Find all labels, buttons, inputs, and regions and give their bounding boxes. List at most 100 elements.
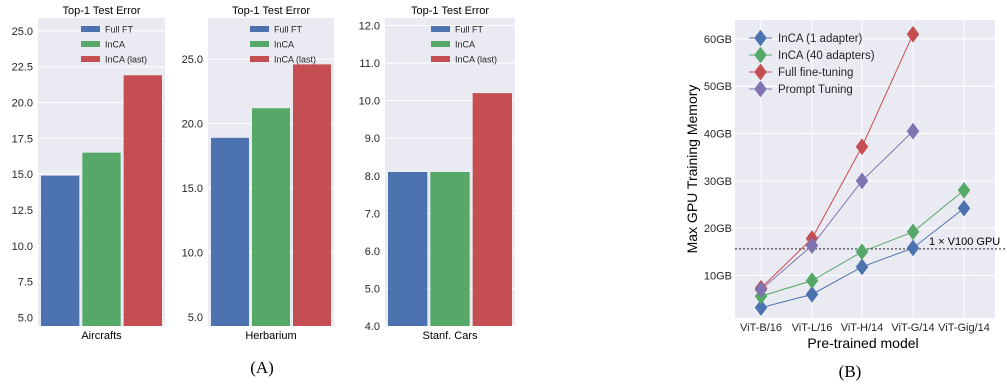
legend-label: Full FT — [274, 25, 303, 35]
data-point — [754, 299, 768, 317]
x-tick-label: ViT-B/16 — [740, 322, 782, 334]
category-label: Herbarium — [245, 330, 296, 342]
legend-swatch — [250, 26, 269, 32]
caption-a: (A) — [250, 358, 274, 377]
y-tick-label: 30GB — [704, 176, 732, 188]
legend-label: InCA (last) — [274, 55, 316, 65]
series-inca-1-adapter — [754, 199, 971, 317]
legend-marker — [754, 80, 767, 98]
bar-inca — [252, 108, 290, 327]
data-point — [855, 258, 869, 276]
data-point — [957, 199, 971, 217]
legend-swatch — [250, 56, 269, 62]
y-tick-label: 15.0 — [182, 183, 203, 195]
series-line — [760, 130, 914, 290]
legend-swatch — [81, 26, 100, 32]
y-tick-label: 4.0 — [365, 321, 380, 333]
series-prompt-tuning — [754, 122, 920, 299]
y-tick-label: 20.0 — [12, 98, 33, 110]
legend-label: Full fine-tuning — [778, 67, 853, 79]
y-tick-label: 12.0 — [359, 21, 380, 33]
legend-swatch — [431, 26, 450, 32]
data-point — [855, 243, 869, 261]
y-tick-label: 5.0 — [365, 283, 380, 295]
y-tick-label: 20GB — [704, 223, 732, 235]
x-tick-label: ViT-Gig/14 — [938, 322, 990, 334]
panel-title: Top-1 Test Error — [232, 5, 310, 17]
y-tick-label: 10.0 — [359, 96, 380, 108]
y-tick-label: 9.0 — [365, 133, 380, 145]
legend-label: Full FT — [105, 25, 134, 35]
y-tick-label: 40GB — [704, 129, 732, 141]
bar-charts: 5.0 7.5 10.0 12.5 15.0 17.5 20.0 22.5 25.0 Top-1 … — [12, 5, 515, 342]
data-point — [754, 281, 768, 299]
data-point — [855, 138, 869, 156]
legend-label: InCA — [105, 40, 125, 50]
x-tick-label: ViT-G/14 — [891, 322, 934, 334]
series-line — [760, 33, 914, 289]
y-tick-label: 15.0 — [12, 169, 33, 181]
legend-label: InCA — [274, 40, 294, 50]
x-tick-label: ViT-L/16 — [792, 322, 833, 334]
x-tick-label: ViT-H/14 — [841, 322, 884, 334]
bar-panel-1: 5.0 7.5 10.0 12.5 15.0 17.5 20.0 22.5 25.0 Top-1 … — [12, 5, 165, 342]
y-tick-label: 20.0 — [182, 119, 203, 131]
gpu-limit-label: 1 × V100 GPU — [929, 236, 1000, 248]
data-point — [805, 237, 819, 255]
category-label: Aircrafts — [81, 330, 122, 342]
y-tick-label: 7.0 — [365, 208, 380, 220]
y-tick-label: 17.5 — [12, 133, 33, 145]
y-axis-label: Max GPU Training Memory — [684, 85, 700, 254]
y-tick-label: 7.5 — [18, 277, 33, 289]
legend-label: InCA (1 adapter) — [778, 33, 863, 45]
y-tick-label: 11.0 — [359, 58, 380, 70]
y-tick-label: 50GB — [704, 81, 732, 93]
data-point — [957, 181, 971, 199]
data-point — [805, 285, 819, 303]
bar-full-ft — [211, 137, 249, 326]
bar-full-ft — [41, 175, 80, 326]
data-point — [906, 239, 920, 257]
y-tick-label: 25.0 — [12, 26, 33, 38]
legend-label: InCA (last) — [105, 55, 147, 65]
bar-full-ft — [388, 172, 428, 326]
legend-swatch — [431, 56, 450, 62]
legend-label: Full FT — [455, 25, 484, 35]
legend-label: InCA (last) — [455, 55, 497, 65]
bar-inca-last — [472, 93, 512, 326]
bar-inca — [82, 152, 121, 326]
data-point — [805, 272, 819, 290]
plot-background — [735, 20, 995, 318]
bar-inca-last — [123, 75, 162, 326]
data-point — [906, 25, 920, 43]
x-axis-label: Pre-trained model — [807, 335, 918, 351]
data-point — [855, 172, 869, 190]
memory-line-chart: 10GB 20GB 30GB 40GB 50GB 60GB ViT-B/16 ViT-L/16… — [684, 20, 1007, 351]
bar-inca — [430, 172, 470, 326]
legend-marker — [754, 29, 767, 47]
y-tick-label: 10GB — [704, 270, 732, 282]
y-tick-label: 8.0 — [365, 171, 380, 183]
panel-title: Top-1 Test Error — [62, 5, 140, 17]
y-tick-label: 12.5 — [12, 205, 33, 217]
panel-title: Top-1 Test Error — [411, 5, 489, 17]
y-tick-label: 10.0 — [182, 248, 203, 260]
legend-marker — [754, 46, 767, 64]
data-point — [906, 122, 920, 140]
category-label: Stanf. Cars — [422, 330, 478, 342]
data-point — [906, 223, 920, 241]
legend-swatch — [81, 41, 100, 47]
y-tick-label: 5.0 — [18, 312, 33, 324]
caption-b: (B) — [839, 362, 862, 381]
legend-label: InCA (40 adapters) — [778, 50, 875, 62]
legend-swatch — [81, 56, 100, 62]
bar-panel-2: 5.0 10.0 15.0 20.0 25.0 Top-1 Test Error Herba… — [182, 5, 334, 342]
legend-swatch — [431, 41, 450, 47]
bar-inca-last — [293, 64, 331, 326]
y-tick-label: 5.0 — [188, 312, 203, 324]
legend-label: Prompt Tuning — [778, 84, 853, 96]
y-tick-label: 10.0 — [12, 241, 33, 253]
legend-marker — [754, 63, 767, 81]
bar-panel-3: 4.0 5.0 6.0 7.0 8.0 9.0 10.0 11.0 12.0 Top-1 Test… — [359, 5, 515, 342]
y-tick-label: 22.5 — [12, 62, 33, 74]
